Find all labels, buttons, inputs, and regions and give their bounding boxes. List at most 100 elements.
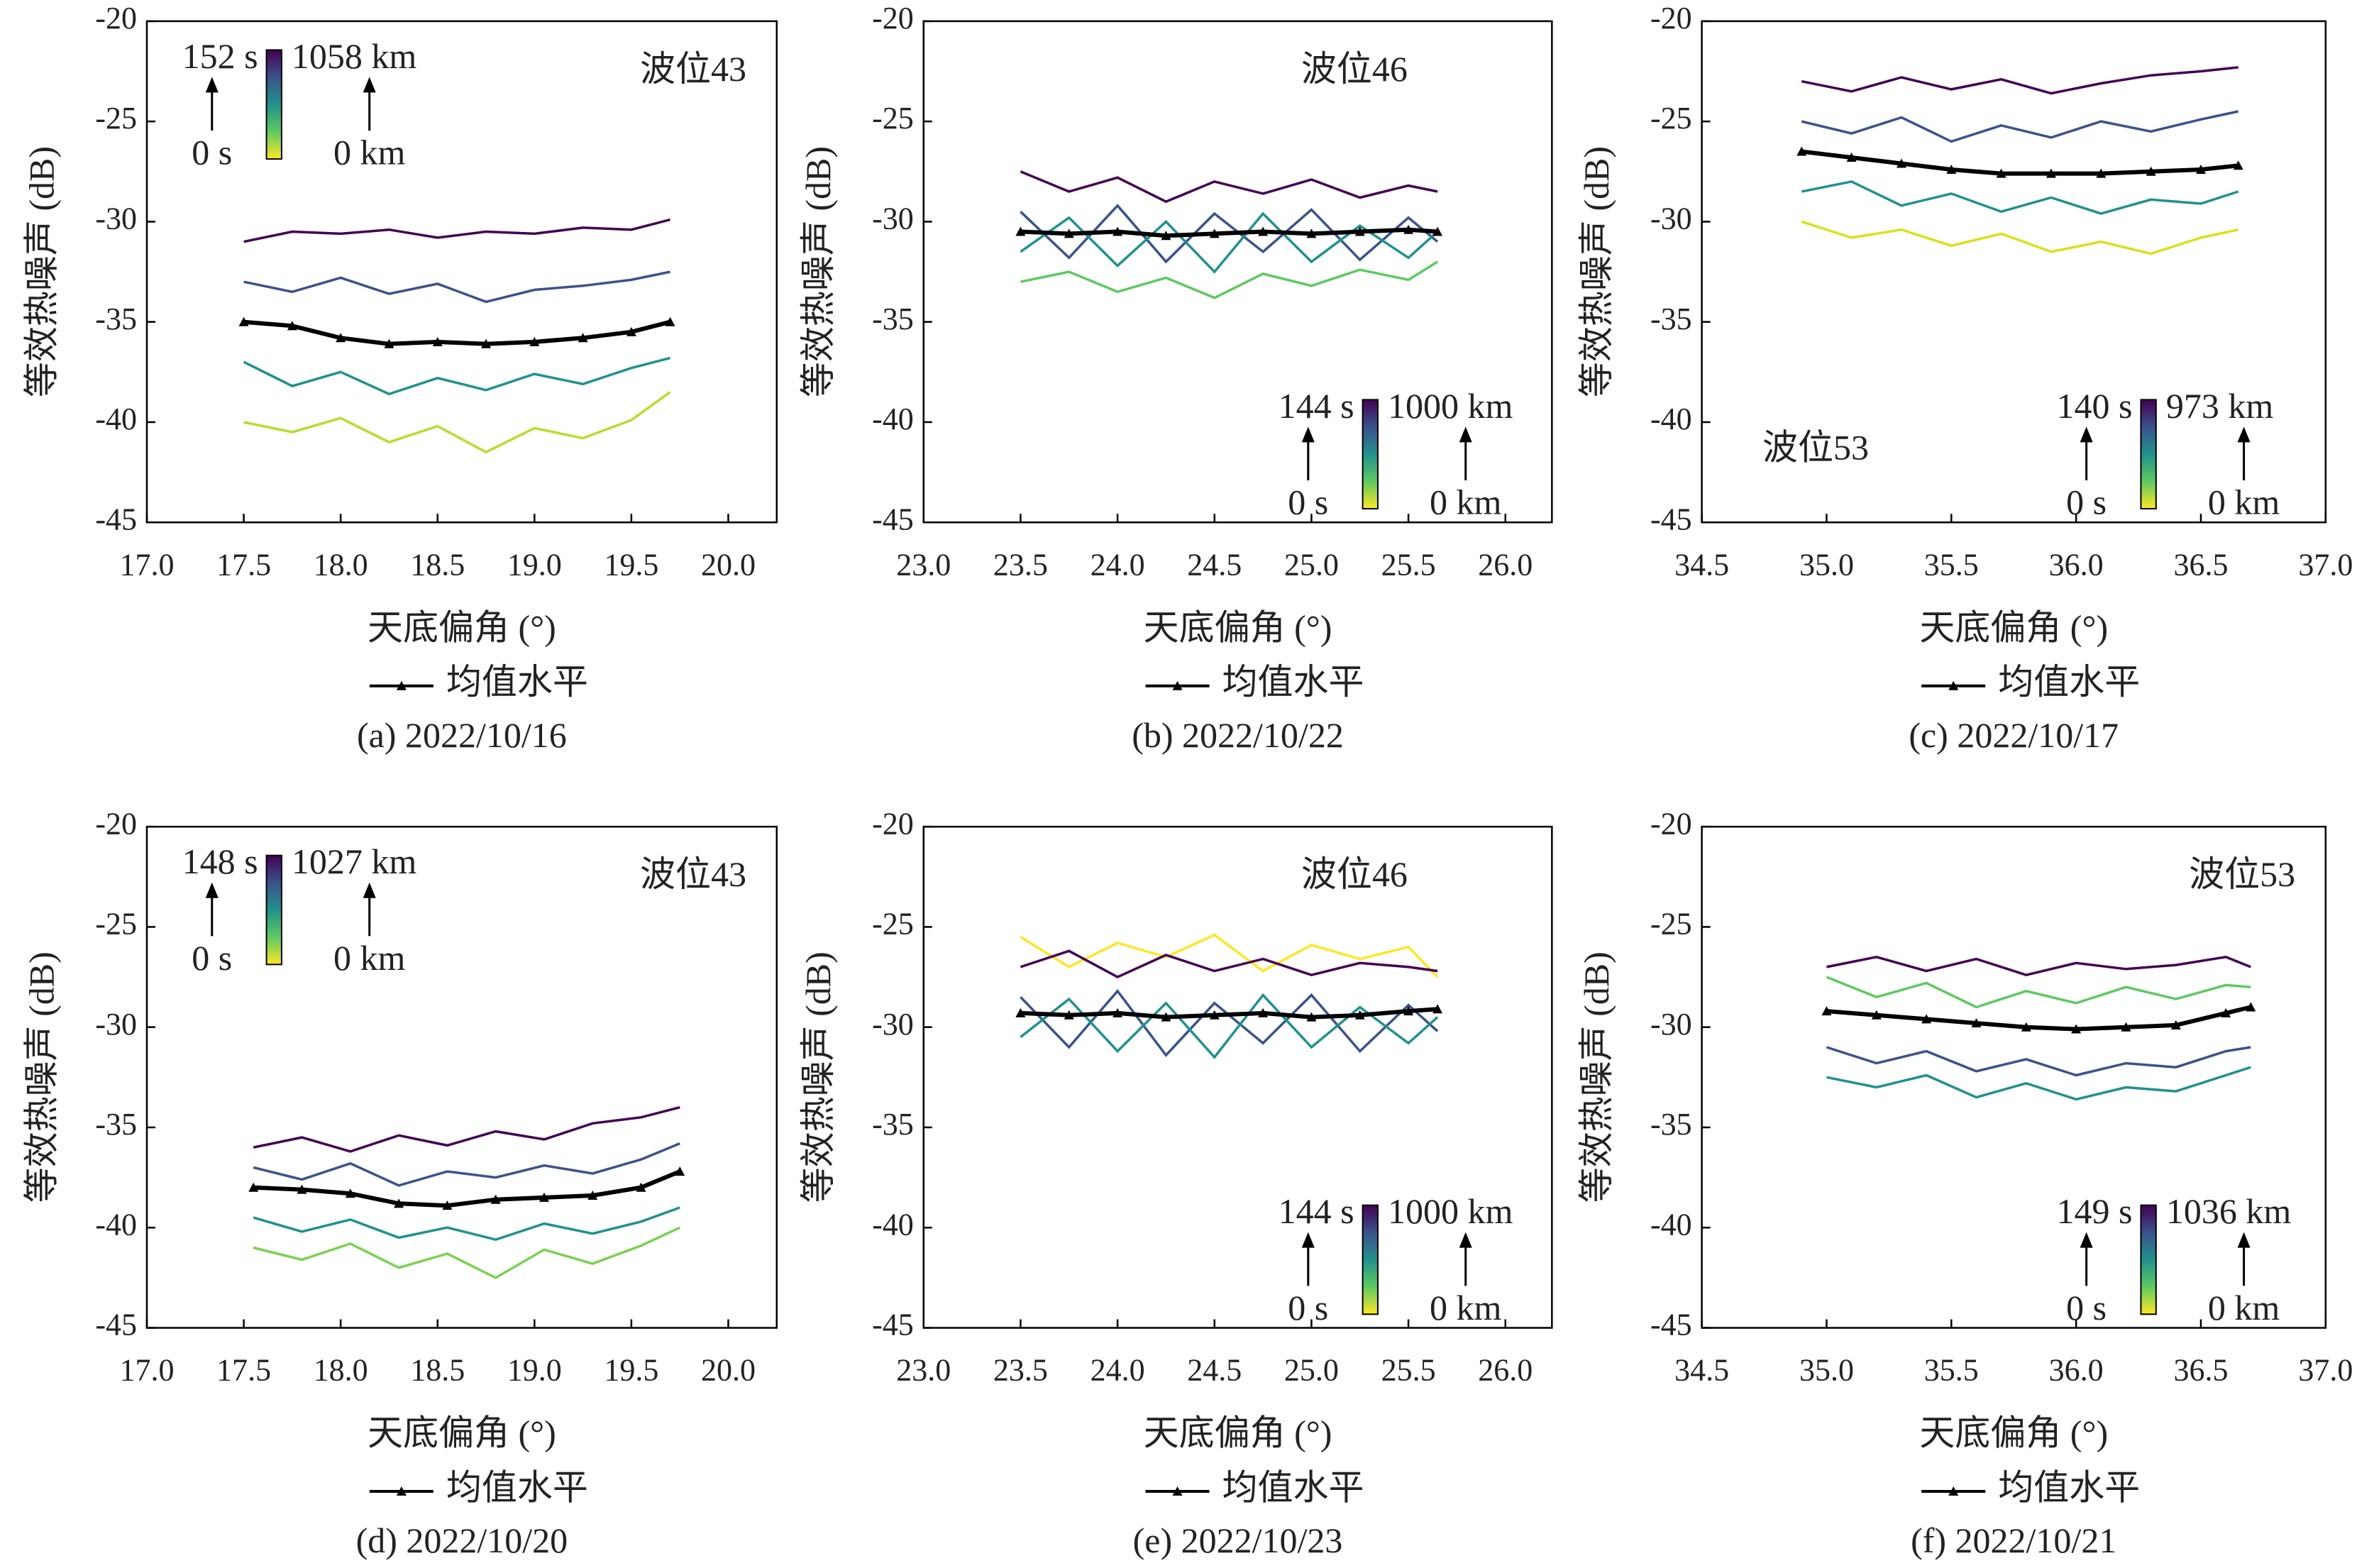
legend-marker [1948, 1486, 1959, 1496]
plot-frame [145, 20, 778, 524]
y-axis-label: 等效热噪声 (dB) [798, 951, 838, 1203]
noise-line [1826, 955, 2251, 977]
legend-label: 均值水平 [1222, 662, 1364, 702]
noise-line [1020, 949, 1438, 979]
noise-line [1020, 933, 1439, 978]
x-tick-label: 37.0 [2298, 547, 2353, 582]
noise-line [243, 391, 671, 454]
mean-marker [1946, 164, 1957, 174]
x-axis-label: 天底偏角 (°) [368, 1413, 556, 1453]
noise-line [1020, 170, 1438, 204]
mean-marker [1258, 226, 1269, 236]
x-tick-label: 25.0 [1284, 1353, 1339, 1388]
y-tick-label: -40 [872, 1207, 914, 1242]
y-axis-label: 等效热噪声 (dB) [1577, 146, 1616, 397]
colorbar-label: 1058 km [292, 36, 417, 76]
mean-marker [287, 321, 297, 331]
caption: (d) 2022/10/20 [356, 1520, 568, 1560]
arrow-head [2080, 1232, 2093, 1248]
mean-marker [384, 338, 394, 348]
mean-marker [2221, 1007, 2231, 1017]
y-tick-label: -25 [872, 907, 914, 942]
colorbar-label: 149 s [2057, 1191, 2133, 1231]
noise-line [1801, 220, 2239, 255]
y-tick-label: -25 [95, 907, 137, 942]
y-tick-label: -20 [872, 1, 914, 35]
caption: (f) 2022/10/21 [1911, 1520, 2116, 1560]
mean-marker [1306, 228, 1317, 238]
x-tick-label: 26.0 [1478, 1353, 1533, 1388]
colorbar-label: 973 km [2166, 386, 2274, 426]
arrow-head [1459, 1232, 1472, 1248]
colorbar-label: 0 s [1288, 482, 1328, 521]
x-tick-label: 24.5 [1187, 1353, 1242, 1388]
colorbar-label: 0 km [1430, 482, 1502, 521]
mean-marker [238, 316, 249, 326]
plot-frame [1701, 825, 2327, 1329]
y-tick-label: -30 [1650, 201, 1692, 236]
legend-marker [1172, 1486, 1183, 1496]
legend-marker [396, 680, 407, 690]
colorbar-label: 140 s [2057, 386, 2133, 426]
x-tick-label: 23.5 [993, 1353, 1048, 1388]
x-axis-label: 天底偏角 (°) [1144, 1413, 1332, 1453]
noise-line [253, 1226, 680, 1279]
x-axis-label: 天底偏角 (°) [1919, 607, 2108, 647]
mean-marker [2170, 1020, 2181, 1029]
legend-marker [396, 1486, 407, 1496]
x-tick-label: 36.0 [2049, 1353, 2104, 1388]
x-tick-label: 23.0 [896, 1353, 951, 1388]
legend-label: 均值水平 [1998, 1467, 2140, 1507]
noise-line [243, 356, 670, 396]
x-tick-label: 18.5 [410, 547, 465, 582]
legend-label: 均值水平 [446, 1467, 588, 1507]
x-tick-label: 34.5 [1674, 547, 1729, 582]
mean-marker [1015, 226, 1026, 236]
mean-marker [1161, 231, 1171, 241]
colorbar [2140, 399, 2157, 510]
x-tick-label: 18.0 [314, 1353, 368, 1388]
y-tick-label: -25 [1650, 907, 1692, 942]
x-tick-label: 24.0 [1091, 1353, 1145, 1388]
colorbar [2140, 1204, 2157, 1315]
x-tick-label: 17.5 [216, 547, 271, 582]
x-tick-label: 17.5 [216, 1353, 271, 1388]
mean-marker [1015, 1007, 1026, 1017]
mean-marker [1432, 1004, 1443, 1014]
mean-marker [248, 1182, 259, 1192]
mean-marker [1921, 1014, 1932, 1024]
x-tick-label: 17.0 [119, 1353, 174, 1388]
x-tick-label: 19.5 [604, 1353, 658, 1388]
colorbar-label: 1000 km [1388, 386, 1513, 426]
y-tick-label: -45 [1650, 1308, 1692, 1342]
mean-marker [481, 338, 492, 348]
annotation: 波位43 [640, 49, 746, 89]
mean-marker [394, 1198, 404, 1208]
mean-line [1020, 227, 1438, 238]
colorbar-label: 0 s [2066, 1288, 2107, 1327]
y-tick-label: -40 [1650, 1207, 1692, 1242]
x-tick-label: 19.5 [604, 547, 658, 582]
mean-marker [1209, 1010, 1220, 1020]
arrow-head [205, 882, 219, 898]
y-tick-label: -30 [872, 201, 914, 236]
noise-line [243, 270, 670, 304]
mean-marker [1354, 1010, 1365, 1020]
y-tick-label: -20 [872, 806, 914, 841]
annotation: 波位53 [1762, 427, 1869, 467]
y-tick-label: -35 [95, 302, 137, 336]
mean-marker [587, 1191, 598, 1200]
x-tick-label: 24.0 [1091, 547, 1145, 582]
noise-line [243, 218, 670, 243]
y-tick-label: -30 [95, 201, 137, 236]
mean-marker [2146, 166, 2156, 176]
noise-line [1826, 976, 2251, 1009]
caption: (a) 2022/10/16 [357, 715, 567, 755]
mean-marker [1403, 1006, 1414, 1016]
mean-marker [2195, 164, 2206, 174]
y-axis-label: 等效热噪声 (dB) [798, 146, 838, 397]
y-tick-label: -40 [95, 402, 137, 436]
y-tick-label: -30 [872, 1007, 914, 1042]
colorbar [1362, 1204, 1379, 1315]
